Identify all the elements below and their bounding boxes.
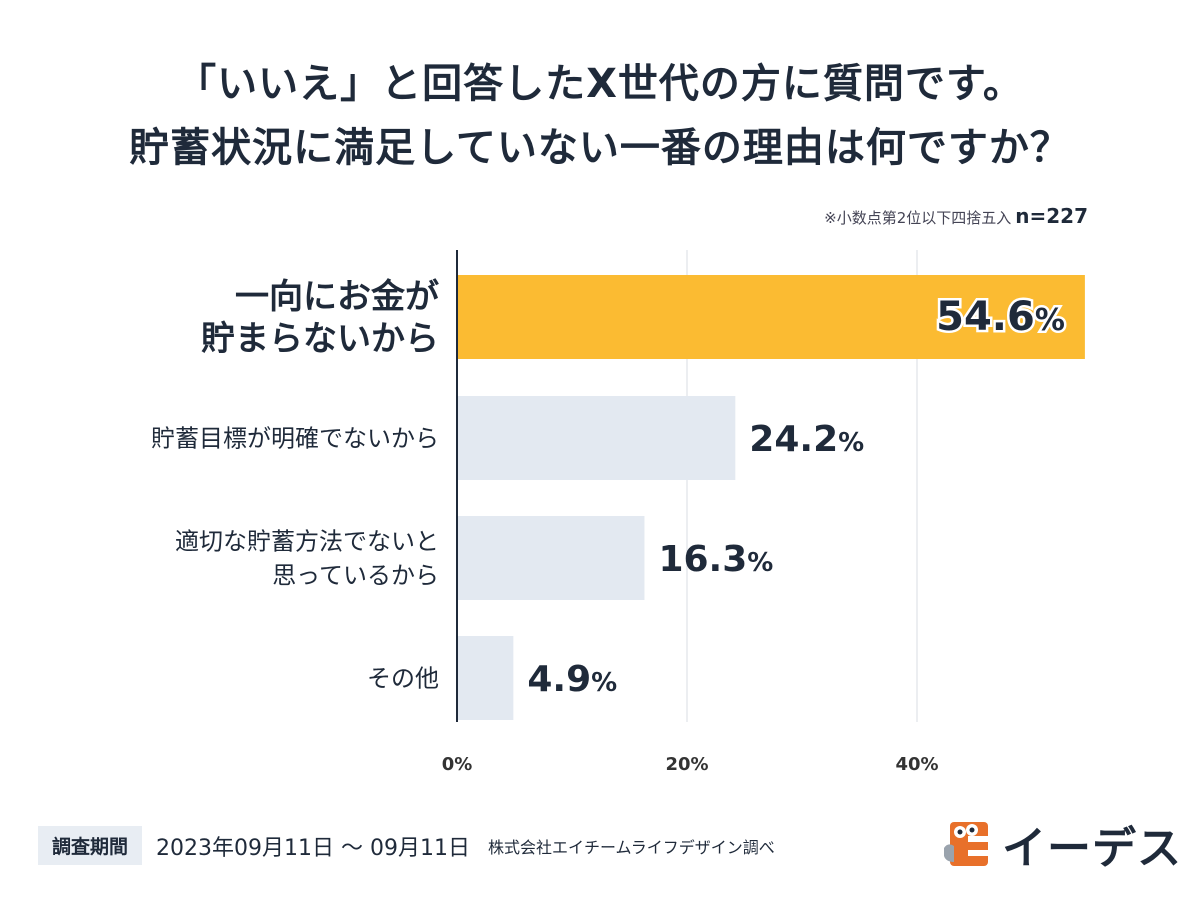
bar-1 <box>457 396 736 480</box>
period-tag: 調査期間 <box>38 826 143 865</box>
x-tick-label-40: 40% <box>895 754 938 775</box>
title-line-2: 貯蓄状況に満足していない一番の理由は何ですか？ <box>129 125 1071 171</box>
category-label-0: 一向にお金が貯まらないから <box>201 277 439 359</box>
x-tick-label-0: 0% <box>442 754 473 775</box>
logo-text: イーデス <box>1002 823 1182 874</box>
mascot-icon <box>944 822 988 866</box>
brand-logo: イーデス <box>944 812 1182 876</box>
value-label-3: 4.9% <box>527 659 617 700</box>
footer: 調査期間 2023年09月11日 〜 09月11日 株式会社エイチームライフデザ… <box>38 826 775 865</box>
bar-0 <box>457 275 1085 359</box>
category-label-2: 適切な貯蓄方法でないと思っているから <box>175 528 439 590</box>
value-label-1: 24.2% <box>749 419 864 460</box>
survey-dates: 2023年09月11日 〜 09月11日 <box>156 835 470 861</box>
bar-3 <box>457 636 514 720</box>
bar-2 <box>457 516 645 600</box>
sample-note: ※小数点第2位以下四捨五入 n=227 <box>824 204 1088 228</box>
value-label-0: 54.6% <box>936 294 1065 340</box>
rounding-note: ※小数点第2位以下四捨五入 <box>824 209 1012 227</box>
title-line-1: 「いいえ」と回答したX世代の方に質問です。 <box>176 61 1024 107</box>
chart-title: 「いいえ」と回答したX世代の方に質問です。 貯蓄状況に満足していない一番の理由は… <box>0 52 1200 180</box>
value-label-2: 16.3% <box>658 539 773 580</box>
category-label-1: 貯蓄目標が明確でないから <box>151 425 439 453</box>
category-label-3: その他 <box>367 665 439 693</box>
source-credit: 株式会社エイチームライフデザイン調べ <box>487 837 775 857</box>
x-tick-label-20: 20% <box>665 754 708 775</box>
sample-size: n=227 <box>1015 204 1088 228</box>
